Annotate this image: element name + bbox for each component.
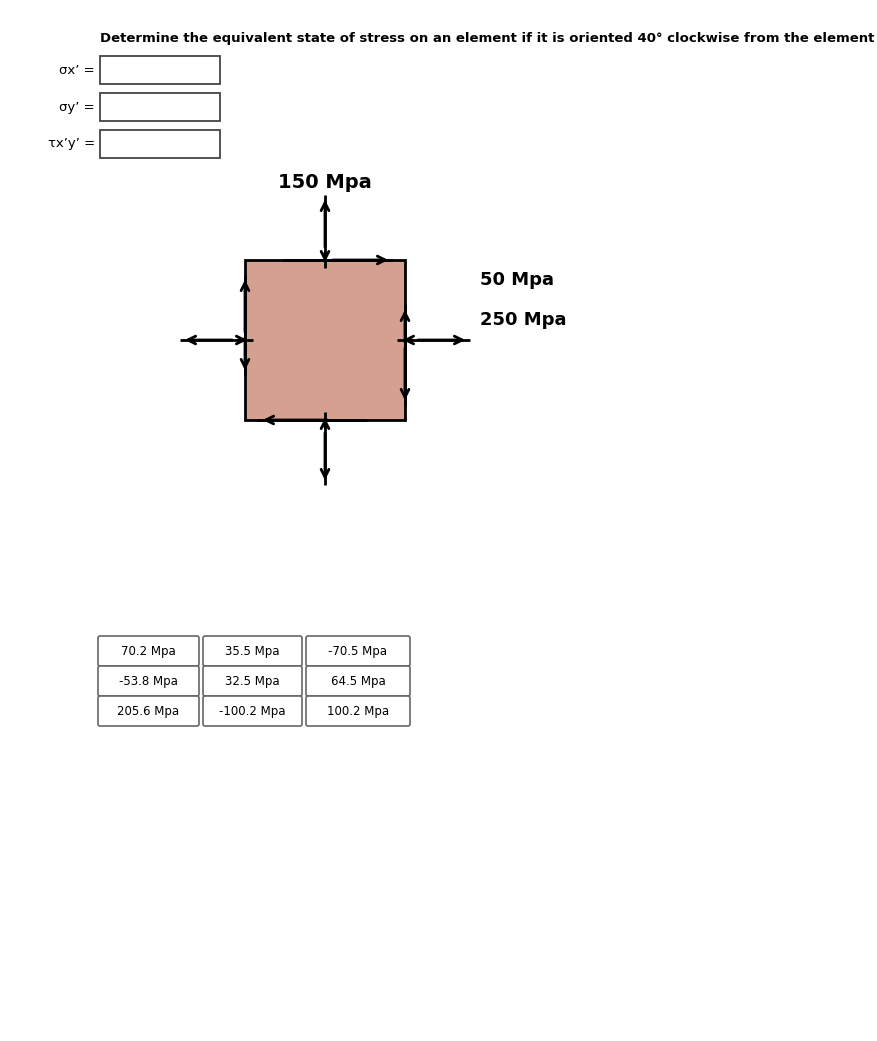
- Bar: [100, 56, 220, 84]
- FancyBboxPatch shape: [306, 636, 410, 666]
- FancyBboxPatch shape: [98, 696, 199, 726]
- Text: 32.5 Mpa: 32.5 Mpa: [225, 675, 280, 687]
- Text: -53.8 Mpa: -53.8 Mpa: [119, 675, 178, 687]
- FancyBboxPatch shape: [306, 696, 410, 726]
- FancyBboxPatch shape: [203, 696, 302, 726]
- Text: -100.2 Mpa: -100.2 Mpa: [219, 705, 286, 717]
- FancyBboxPatch shape: [98, 636, 199, 666]
- Text: σy’ =: σy’ =: [60, 101, 95, 113]
- Text: Determine the equivalent state of stress on an element if it is oriented 40° clo: Determine the equivalent state of stress…: [100, 32, 877, 45]
- FancyBboxPatch shape: [306, 666, 410, 696]
- Text: σx’ =: σx’ =: [60, 64, 95, 76]
- Text: 150 Mpa: 150 Mpa: [278, 173, 372, 192]
- Text: -70.5 Mpa: -70.5 Mpa: [329, 644, 388, 658]
- FancyBboxPatch shape: [203, 666, 302, 696]
- Text: τx’y’ =: τx’y’ =: [48, 137, 95, 151]
- Text: 64.5 Mpa: 64.5 Mpa: [331, 675, 385, 687]
- FancyBboxPatch shape: [98, 666, 199, 696]
- Text: 205.6 Mpa: 205.6 Mpa: [118, 705, 180, 717]
- Text: 100.2 Mpa: 100.2 Mpa: [327, 705, 389, 717]
- FancyBboxPatch shape: [203, 636, 302, 666]
- Text: 70.2 Mpa: 70.2 Mpa: [121, 644, 176, 658]
- Text: 50 Mpa: 50 Mpa: [480, 271, 554, 289]
- Text: 250 Mpa: 250 Mpa: [480, 311, 567, 329]
- Bar: [100, 93, 220, 121]
- Bar: [100, 130, 220, 158]
- Text: 35.5 Mpa: 35.5 Mpa: [225, 644, 280, 658]
- Bar: [245, 260, 405, 420]
